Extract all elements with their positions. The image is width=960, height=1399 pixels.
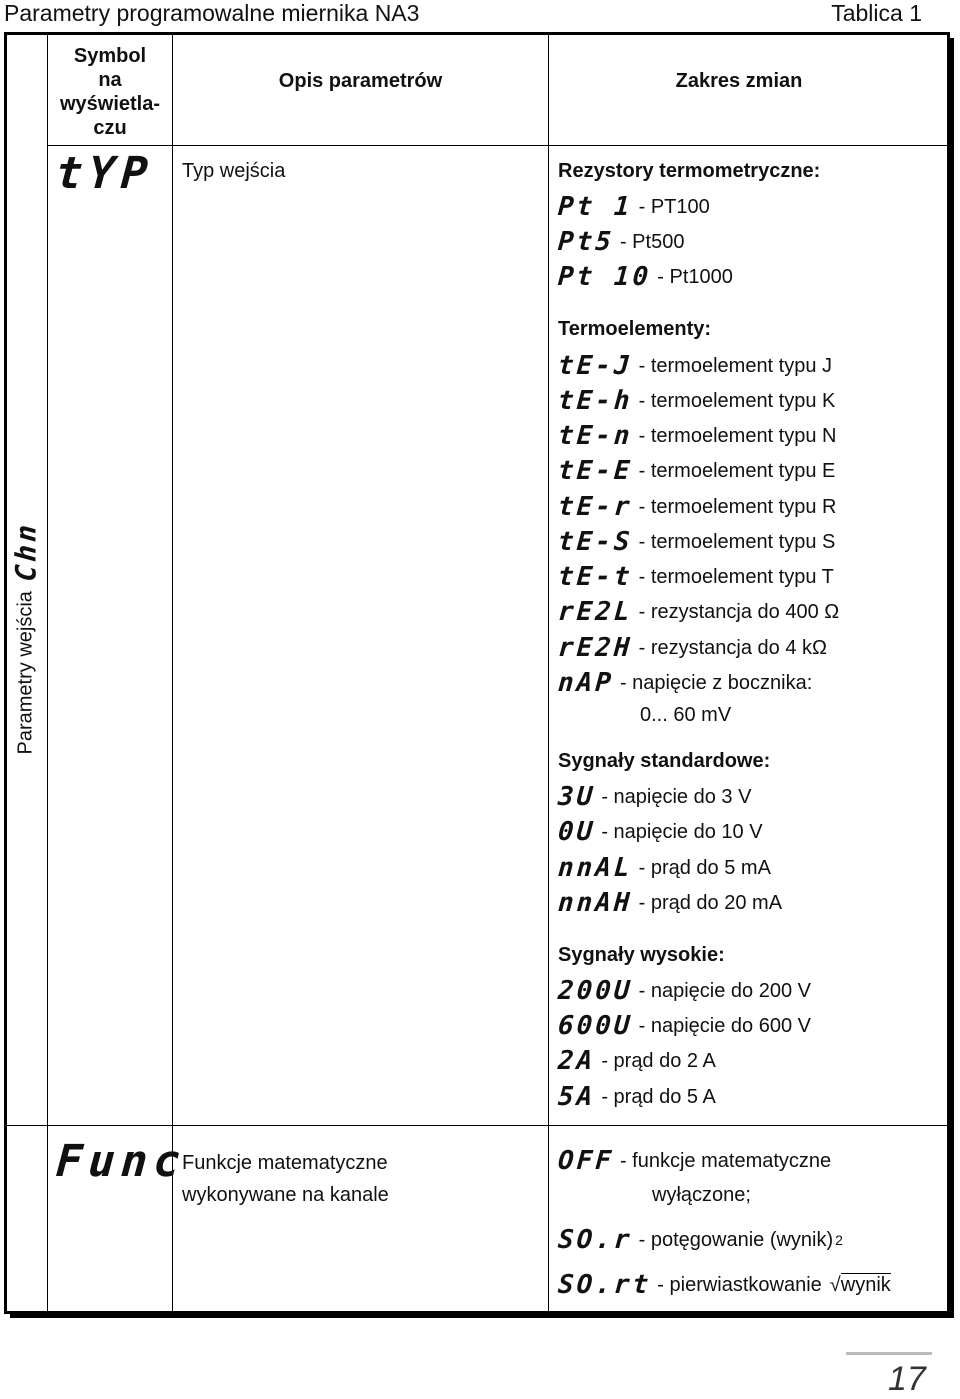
list-item-continuation: 0... 60 mV [640,704,732,726]
list-item: 2A - prąd do 2 A [556,1046,716,1076]
col-header-range: Zakres zmian [675,70,803,92]
list-item: tE-E - termoelement typu E [556,456,836,486]
list-item: 600U - napięcie do 600 V [556,1011,811,1041]
list-item: nnAL - prąd do 5 mA [556,853,771,883]
col-header-description: Opis parametrów [278,70,443,92]
list-item: nAP - napięcie z bocznika: [556,668,813,698]
divider-symbol [172,35,173,1313]
table-shadow-right [950,38,954,1318]
divider-side [47,35,48,1313]
list-item: 3U - napięcie do 3 V [556,782,752,812]
list-item: OFF - funkcje matematyczne [556,1146,832,1176]
list-item: tE-J - termoelement typu J [556,351,833,381]
symbol-func: Func [54,1136,188,1187]
col-header-symbol: Symbol na wyświetla- czu [59,45,161,139]
list-item: rE2L - rezystancja do 400 Ω [556,597,840,627]
table-shadow-bottom [10,1314,954,1318]
list-item: Pt 10- Pt1000 [556,262,733,292]
header-row-divider [47,145,950,146]
divider-description [548,35,549,1313]
list-item: SO.rt - pierwiastkowanie √ wynik [556,1270,891,1300]
page-number-rule [846,1352,932,1355]
group-title-standard-signals: Sygnały standardowe: [558,750,771,772]
list-item: 0U - napięcie do 10 V [556,817,763,847]
list-item: tE-h - termoelement typu K [556,386,836,416]
list-item: 200U - napięcie do 200 V [556,976,811,1006]
list-item: Pt 1- PT100 [556,192,710,222]
list-item: rE2H - rezystancja do 4 kΩ [556,633,827,663]
side-label-text: Parametry wejścia [14,591,37,755]
list-item: Pt5- Pt500 [556,227,685,257]
page-number: 17 [888,1360,926,1398]
description-func: Funkcje matematyczne wykonywane na kanal… [182,1152,389,1206]
parameter-table [4,32,950,1314]
list-item: nnAH - prąd do 20 mA [556,888,783,918]
list-item: 5A - prąd do 5 A [556,1082,716,1112]
description-typ: Typ wejścia [182,160,286,182]
list-item: SO.r - potęgowanie (wynik) 2 [556,1225,843,1255]
list-item: tE-S - termoelement typu S [556,527,836,557]
group-title-high-signals: Sygnały wysokie: [558,944,725,966]
list-item-continuation: wyłączone; [652,1184,751,1206]
row-divider-func [6,1125,950,1126]
list-item: tE-t - termoelement typu T [556,562,834,592]
page-title: Parametry programowalne miernika NA3 [4,0,420,26]
group-title-rtd: Rezystory termometryczne: [558,160,821,182]
list-item: tE-n - termoelement typu N [556,421,837,451]
list-item: tE-r - termoelement typu R [556,492,837,522]
table-label: Tablica 1 [831,0,922,26]
symbol-typ: tYP [54,148,156,199]
group-title-thermocouples: Termoelementy: [558,318,712,340]
side-label-symbol: Chn [9,520,43,583]
side-label: Parametry wejścia Chn [6,146,46,1124]
